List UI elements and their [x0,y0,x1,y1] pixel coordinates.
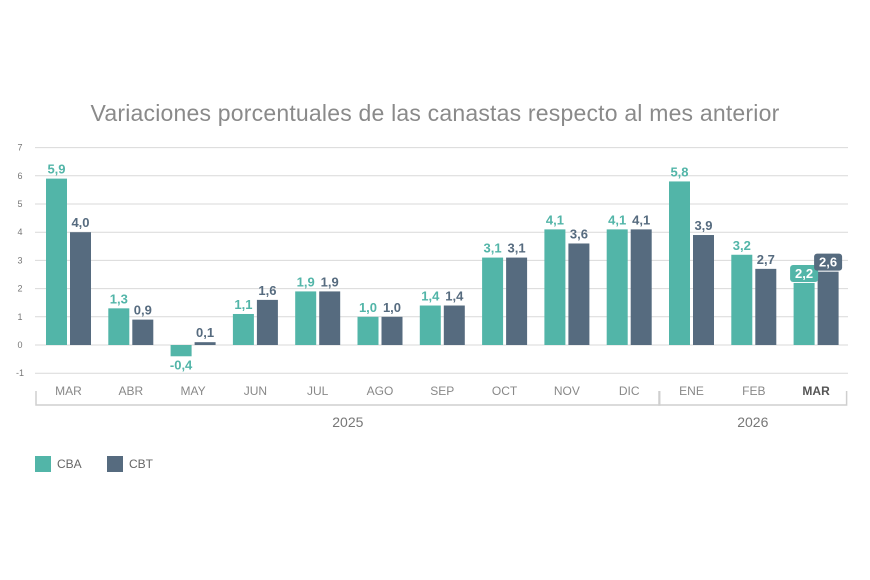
value-label: 1,0 [359,300,377,315]
value-label: 3,9 [694,218,712,233]
value-label-badge [790,264,819,282]
x-tick-label: MAR [802,384,830,398]
x-tick-label: NOV [554,384,580,398]
group-bracket [658,391,848,406]
value-label: 4,1 [546,212,564,227]
bar-cbt [194,342,216,345]
bar-cbt [70,232,91,345]
group-label: 2025 [332,414,363,430]
x-tick-label: OCT [492,384,518,398]
bar-cba [731,254,753,345]
legend-item-cba: CBA [35,456,82,472]
bar-cbt [630,229,652,345]
bar-cba [232,313,254,345]
x-tick-label: ENE [679,384,704,398]
x-tick-label: SEP [430,384,454,398]
bar-cba [295,291,317,345]
value-label: 1,0 [383,300,401,315]
legend-swatch-cbt [107,456,123,472]
bar-cbt [256,299,278,345]
value-label-badge [814,253,843,271]
bar-cbt [568,243,590,345]
bar-cbt [693,235,714,345]
value-label: 1,4 [445,289,464,304]
bar-cba [669,181,690,345]
y-tick-label: 1 [17,312,22,322]
legend-label-cba: CBA [57,457,82,471]
bar-cba [46,178,67,345]
bar-cbt [381,316,403,345]
y-tick-label: 2 [17,284,22,294]
bar-cbt [132,319,154,345]
value-label: 4,1 [608,212,626,227]
y-tick-label: 0 [17,340,22,350]
value-label: -0,4 [170,357,193,372]
value-label: 3,2 [733,238,751,253]
value-label: 1,9 [321,274,339,289]
value-label: 1,6 [258,283,276,298]
legend-label-cbt: CBT [129,457,153,471]
x-tick-label: FEB [742,384,765,398]
bar-cbt [755,268,777,345]
value-label: 5,9 [47,162,65,177]
value-label: 4,1 [632,212,650,227]
bar-cbt [443,305,465,345]
y-tick-label: 5 [17,199,22,209]
y-tick-label: 4 [17,227,22,237]
bar-cba [357,316,379,345]
bar-cba [482,257,504,345]
x-tick-label: JUN [244,384,267,398]
x-tick-label: JUL [307,384,329,398]
value-label: 3,1 [484,241,502,256]
value-label: 5,8 [670,164,688,179]
bar-cbt [817,271,839,345]
bar-cba [544,229,566,345]
value-label: 1,3 [110,291,128,306]
value-label: 0,9 [134,303,152,318]
value-label: 3,1 [508,241,526,256]
bar-cba [108,308,130,345]
value-label: 1,9 [297,274,315,289]
value-label: 1,4 [421,289,440,304]
legend-swatch-cba [35,456,51,472]
x-tick-label: AGO [367,384,394,398]
x-tick-label: ABR [118,384,143,398]
y-tick-label: 6 [17,171,22,181]
legend-item-cbt: CBT [107,456,153,472]
group-label: 2026 [737,414,768,430]
bar-cbt [506,257,528,345]
value-label: 4,0 [71,215,89,230]
value-label: 2,6 [819,255,837,270]
x-tick-label: DIC [619,384,640,398]
x-tick-label: MAR [55,384,82,398]
bar-cba [793,282,815,345]
value-label: 2,2 [795,266,813,281]
y-tick-label: 3 [17,255,22,265]
value-label: 0,1 [196,325,214,340]
bar-cba [170,345,192,357]
x-tick-label: MAY [181,384,206,398]
bar-cba [606,229,628,345]
value-label: 2,7 [757,252,775,267]
bar-cba [419,305,441,345]
chart-title: Variaciones porcentuales de las canastas… [90,100,780,126]
y-tick-label: -1 [16,368,24,378]
y-tick-label: 7 [17,143,22,153]
value-label: 3,6 [570,226,588,241]
bar-cbt [319,291,341,345]
value-label: 1,1 [234,297,252,312]
